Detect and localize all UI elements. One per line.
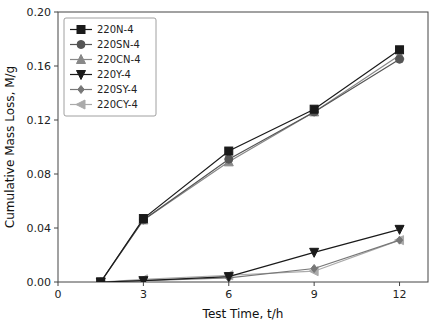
series-line [101,240,400,282]
y-tick [54,120,58,121]
chart: 0 3 6 9 12 0.00 0.04 0.08 0.12 0.16 0.20 Test Time,… [0,0,440,326]
x-tick [399,282,400,286]
x-tick [228,282,229,286]
x-tick-label: 3 [140,288,147,301]
x-tick-label: 9 [311,288,318,301]
series [97,236,402,282]
point [395,236,404,245]
x-tick [143,282,144,286]
x-axis-label: Test Time, t/h [202,307,284,321]
legend-label: 220SY-4 [97,84,137,95]
series [96,225,404,282]
point [395,225,404,234]
point [396,46,404,54]
series [96,236,404,282]
y-tick-label: 0.00 [27,276,52,289]
point [96,278,105,282]
point [310,248,319,257]
series-line [101,229,400,282]
legend-marker [77,26,85,34]
x-tick-label: 0 [55,288,62,301]
legend-label: 220CY-4 [97,99,138,110]
point [96,277,105,282]
y-tick-label: 0.20 [27,6,52,19]
x-tick [58,282,59,286]
point [97,278,105,282]
legend-label: 220SN-4 [97,39,140,50]
y-tick [54,174,58,175]
y-tick [54,282,58,283]
point [311,265,317,273]
legend-label: 220Y-4 [97,69,131,80]
point [139,215,147,223]
legend-label: 220CN-4 [97,54,141,65]
y-axis-label: Cumulative Mass Loss, M/g [3,66,17,228]
point [225,155,233,163]
point [139,277,148,282]
point [224,273,233,282]
point [139,215,148,224]
y-tick [54,66,58,67]
point [396,55,404,63]
x-tick-label: 12 [393,288,407,301]
x-tick-label: 6 [225,288,232,301]
legend-marker [77,71,86,80]
y-tick-label: 0.12 [27,114,52,127]
y-tick-label: 0.04 [27,222,52,235]
y-tick-label: 0.08 [27,168,52,181]
y-tick [54,228,58,229]
legend-marker [77,41,85,49]
legend-marker [78,86,84,94]
legend-marker [77,55,86,64]
legend: 220N-4 220SN-4 220CN-4 220Y-4 220SY-4 220CY-4 [64,18,156,116]
legend-marker [76,100,85,109]
y-tick [54,12,58,13]
legend-label: 220N-4 [97,24,134,35]
point [225,147,233,155]
point [96,278,105,283]
legend-box [64,18,156,116]
point [97,278,105,282]
x-tick [314,282,315,286]
point [396,236,402,244]
point [97,278,103,282]
plot-frame [58,12,428,282]
y-tick-label: 0.16 [27,60,52,73]
point [310,105,318,113]
